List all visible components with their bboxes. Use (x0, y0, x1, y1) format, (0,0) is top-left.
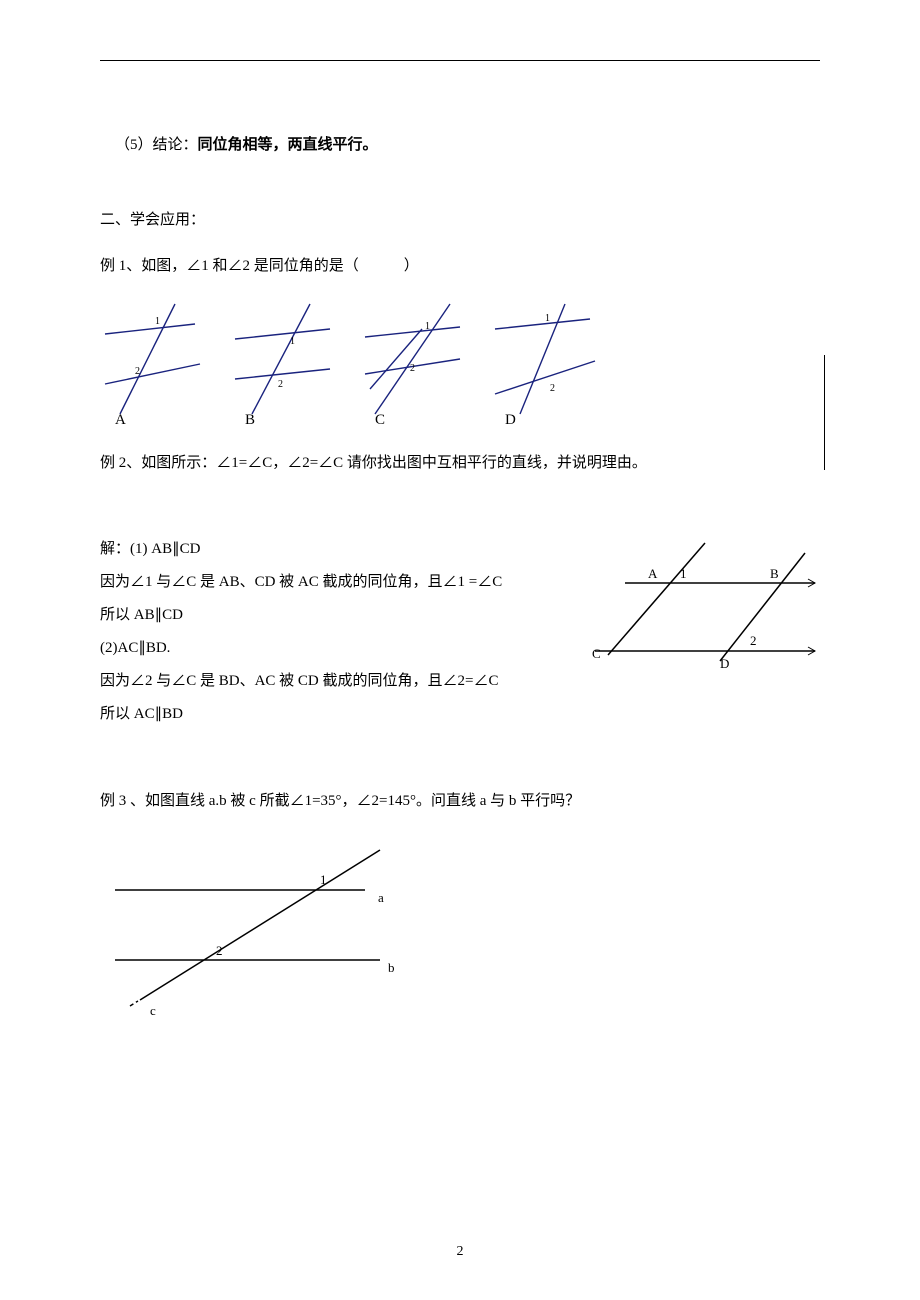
ex1-diagram-row: 1 2 A 1 2 B (100, 299, 820, 429)
diagram-c-svg: 1 2 (360, 299, 480, 429)
ex1-label-d: D (505, 412, 516, 429)
ex3-label-a: a (378, 890, 384, 905)
ex1-label-a: A (115, 412, 126, 429)
ex2-sol-line-0: 解：(1) AB∥CD (100, 533, 572, 566)
section-2-heading: 二、学会应用： (100, 206, 820, 235)
conclusion-statement: 同位角相等，两直线平行。 (198, 137, 378, 153)
svg-text:2: 2 (135, 366, 140, 377)
ex3-label-1: 1 (320, 872, 327, 887)
diagram-a-svg: 1 2 (100, 299, 220, 429)
vertical-rule (824, 355, 825, 470)
ex2-sol-line-4: 因为∠2 与∠C 是 BD、AC 被 CD 截成的同位角，且∠2=∠C (100, 665, 572, 698)
ex2-label-A: A (648, 566, 658, 581)
conclusion-prefix: （5）结论： (115, 137, 198, 153)
ex2-label-1: 1 (680, 566, 687, 581)
ex1-label-c: C (375, 412, 385, 429)
ex2-sol-line-1: 因为∠1 与∠C 是 AB、CD 被 AC 截成的同位角，且∠1 =∠C (100, 566, 572, 599)
svg-text:1: 1 (290, 336, 295, 347)
svg-text:2: 2 (278, 379, 283, 390)
ex3-label-c: c (150, 1003, 156, 1018)
ex3-figure: 1 2 a b c (100, 840, 400, 1020)
ex1-label-b: B (245, 412, 255, 429)
conclusion-line: （5）结论：同位角相等，两直线平行。 (115, 131, 820, 160)
diagram-b-svg: 1 2 (230, 299, 350, 429)
ex3-prompt: 例 3 、如图直线 a.b 被 c 所截∠1=35°，∠2=145°。问直线 a… (100, 787, 820, 816)
diagram-d-svg: 1 2 (490, 299, 610, 429)
ex2-sol-line-3: (2)AC∥BD. (100, 632, 572, 665)
ex2-label-D: D (720, 656, 729, 671)
svg-text:1: 1 (545, 313, 550, 324)
top-rule (100, 60, 820, 61)
ex1-figure-b: 1 2 B (230, 299, 350, 429)
ex2-sol-line-5: 所以 AC∥BD (100, 698, 572, 731)
ex2-block: 解：(1) AB∥CD 因为∠1 与∠C 是 AB、CD 被 AC 截成的同位角… (100, 533, 820, 731)
ex2-label-C: C (592, 646, 601, 661)
ex3-label-2: 2 (216, 943, 223, 958)
ex2-solution: 解：(1) AB∥CD 因为∠1 与∠C 是 AB、CD 被 AC 截成的同位角… (100, 533, 572, 731)
ex2-label-2: 2 (750, 633, 757, 648)
ex3-label-b: b (388, 960, 395, 975)
ex1-figure-d: 1 2 D (490, 299, 610, 429)
svg-text:2: 2 (550, 383, 555, 394)
ex1-figure-c: 1 2 C (360, 299, 480, 429)
ex2-prompt: 例 2、如图所示：∠1=∠C，∠2=∠C 请你找出图中互相平行的直线，并说明理由… (100, 449, 820, 478)
ex2-label-B: B (770, 566, 779, 581)
page-number: 2 (0, 1244, 920, 1260)
svg-text:1: 1 (155, 316, 160, 327)
ex1-figure-a: 1 2 A (100, 299, 220, 429)
svg-text:2: 2 (410, 363, 415, 374)
ex1-prompt: 例 1、如图，∠1 和∠2 是同位角的是（ ） (100, 252, 820, 281)
document-page: （5）结论：同位角相等，两直线平行。 二、学会应用： 例 1、如图，∠1 和∠2… (0, 0, 920, 1300)
ex2-sol-line-2: 所以 AB∥CD (100, 599, 572, 632)
svg-text:1: 1 (425, 321, 430, 332)
ex2-figure: A 1 B C D 2 (590, 533, 820, 683)
